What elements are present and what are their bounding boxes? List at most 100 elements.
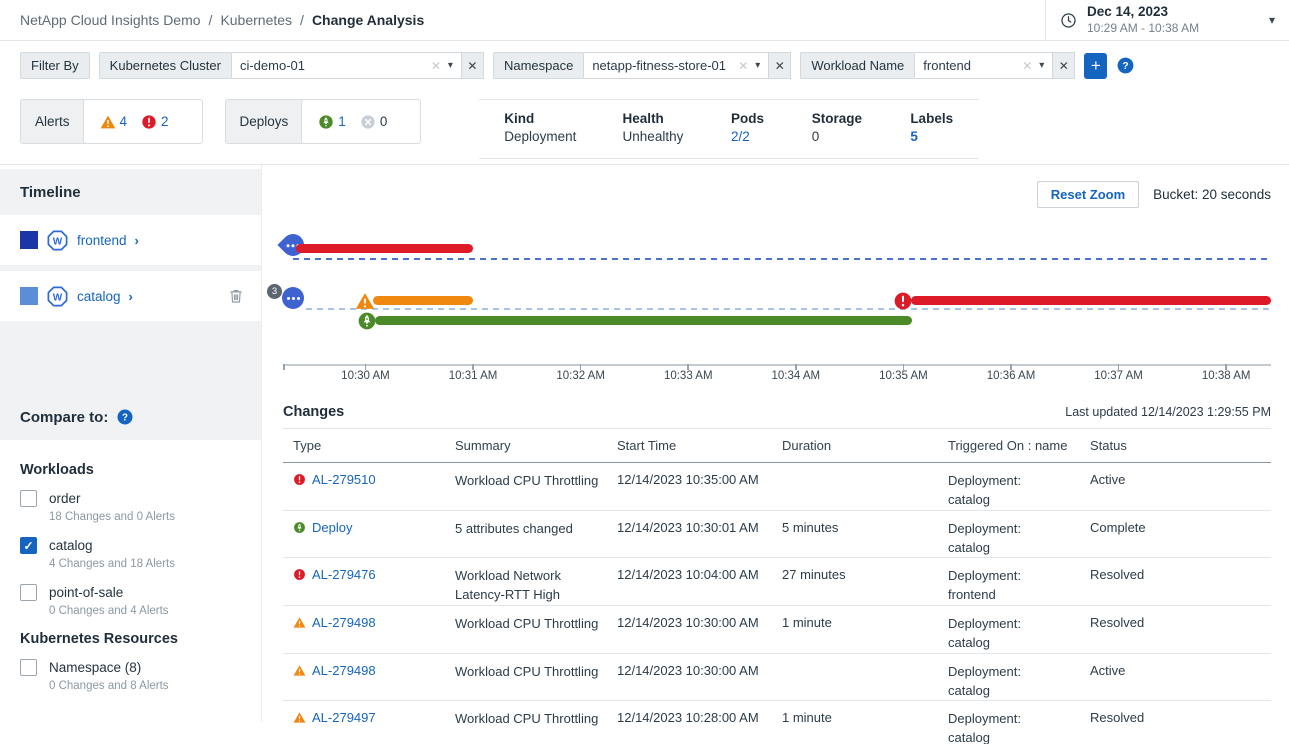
checkbox[interactable] [20, 584, 37, 601]
axis-tick-label: 10:31 AM [448, 370, 498, 382]
timeline-event-bar-warning[interactable] [373, 296, 474, 305]
column-status[interactable]: Status [1090, 438, 1127, 453]
remove-filter-button[interactable]: ✕ [1053, 52, 1076, 79]
help-icon[interactable]: ? [1116, 56, 1135, 75]
chevron-down-icon[interactable]: ▾ [755, 60, 761, 71]
compare-to-heading: Compare to: ? [0, 394, 261, 440]
filter-value-input[interactable]: ci-demo-01 ✕ ▾ [231, 52, 462, 79]
timeline-event-bar-critical[interactable] [295, 244, 474, 253]
change-link[interactable]: AL-279497 [312, 710, 376, 726]
add-filter-button[interactable]: + [1084, 52, 1108, 79]
column-duration[interactable]: Duration [782, 438, 832, 453]
collapsed-events-marker[interactable] [282, 287, 304, 309]
clear-value-icon[interactable]: ✕ [430, 58, 441, 73]
filter-chip: Workload Name frontend ✕ ▾ ✕ [800, 52, 1076, 79]
clear-value-icon[interactable]: ✕ [1022, 58, 1033, 73]
compare-item-label: catalog [49, 538, 93, 553]
change-type-cell: AL-279510 [293, 472, 455, 510]
checkbox[interactable] [20, 659, 37, 676]
timeline-event-bar-deploy[interactable] [375, 316, 913, 325]
rocket-icon [318, 114, 333, 129]
help-icon[interactable]: ? [116, 408, 134, 426]
axis-tick-label: 10:32 AM [556, 370, 605, 382]
chevron-right-icon[interactable]: › [128, 288, 133, 304]
column-triggered-on[interactable]: Triggered On : name [948, 438, 1068, 453]
series-color-swatch [20, 287, 38, 305]
breadcrumb-item-demo[interactable]: NetApp Cloud Insights Demo [20, 12, 201, 28]
chevron-right-icon[interactable]: › [134, 232, 139, 248]
date-range-picker[interactable]: Dec 14, 2023 10:29 AM - 10:38 AM ▾ [1045, 0, 1289, 40]
warning-alert-count[interactable]: 4 [100, 114, 127, 129]
filter-value-input[interactable]: netapp-fitness-store-01 ✕ ▾ [584, 52, 770, 79]
filter-chip: Kubernetes Cluster ci-demo-01 ✕ ▾ ✕ [98, 52, 484, 79]
detail-value[interactable]: 2/2 [730, 129, 750, 145]
compare-item-label: point-of-sale [49, 585, 124, 600]
change-start-time: 12/14/2023 10:30:00 AM [617, 615, 759, 631]
filter-name-label: Namespace [492, 52, 585, 79]
main-panel: Reset Zoom Bucket: 20 seconds 10:30 AM 10… [262, 165, 1289, 744]
change-triggered-on: Deployment: catalog [948, 663, 1021, 698]
chevron-down-icon[interactable]: ▾ [1039, 60, 1045, 71]
timeline-dash-line [306, 308, 1271, 310]
rocket-icon[interactable] [357, 311, 377, 331]
deploy-success-count[interactable]: 1 [318, 114, 346, 129]
checkbox[interactable]: ✓ [20, 537, 37, 554]
compare-group-heading: Workloads [20, 462, 94, 478]
column-start-time[interactable]: Start Time [617, 438, 677, 453]
change-link[interactable]: AL-279510 [312, 472, 376, 487]
clear-value-icon[interactable]: ✕ [738, 58, 749, 73]
column-summary[interactable]: Summary [455, 438, 511, 453]
remove-filter-button[interactable]: ✕ [769, 52, 792, 79]
change-link[interactable]: Deploy [312, 519, 353, 535]
filter-value-text: netapp-fitness-store-01 [592, 58, 727, 73]
column-type[interactable]: Type [293, 438, 322, 453]
compare-item-row: order [20, 490, 241, 507]
summary-row: Alerts 4 2 Deploys 1 [0, 89, 1289, 164]
deploy-none-count: 0 [360, 114, 387, 129]
change-status: Resolved [1090, 615, 1145, 631]
workload-link[interactable]: catalog [77, 288, 121, 304]
detail-label: Kind [504, 111, 535, 126]
error-icon [141, 114, 156, 129]
change-summary: Workload Network Latency-RTT High [455, 568, 561, 603]
change-duration: 27 minutes [782, 567, 846, 583]
change-link[interactable]: AL-279498 [312, 662, 376, 678]
change-summary: Workload CPU Throttling [455, 616, 599, 632]
reset-zoom-button[interactable]: Reset Zoom [1036, 181, 1140, 208]
bucket-label: Bucket: 20 seconds [1153, 187, 1271, 202]
timeline-event-bar-critical[interactable] [911, 296, 1271, 305]
detail-label: Health [622, 111, 664, 126]
axis-tick-label: 10:33 AM [663, 370, 713, 382]
workload-link[interactable]: frontend [77, 232, 127, 248]
filter-name-label: Kubernetes Cluster [98, 52, 232, 79]
change-summary: Workload CPU Throttling [455, 663, 599, 679]
axis-tick-label: 10:36 AM [986, 370, 1036, 382]
critical-alert-count[interactable]: 2 [141, 114, 169, 129]
detail-item: Pods 2/2 [731, 110, 812, 146]
axis-tick [283, 364, 285, 370]
axis-tick-label: 10:37 AM [1094, 370, 1143, 382]
clock-icon [1060, 12, 1077, 29]
change-link[interactable]: AL-279498 [312, 615, 376, 631]
alerts-card: Alerts 4 2 [20, 99, 203, 144]
marker-count-badge: 3 [267, 284, 282, 299]
chevron-down-icon[interactable]: ▾ [1268, 13, 1275, 27]
compare-item-label: Namespace (8) [49, 660, 142, 675]
detail-value: Unhealthy [622, 129, 684, 145]
checkbox[interactable] [20, 490, 37, 507]
detail-value[interactable]: 5 [910, 129, 918, 145]
filter-value-input[interactable]: frontend ✕ ▾ [915, 52, 1054, 79]
axis-tick [1010, 364, 1012, 370]
warning-icon[interactable] [355, 291, 375, 311]
change-link[interactable]: AL-279476 [312, 567, 376, 583]
critical-icon[interactable] [893, 291, 913, 311]
breadcrumb-item-kubernetes[interactable]: Kubernetes [220, 12, 293, 28]
table-row: AL-279498 Workload CPU Throttling 12/14/20… [283, 654, 1271, 702]
remove-filter-button[interactable]: ✕ [461, 52, 484, 79]
deploys-label: Deploys [239, 114, 289, 129]
chevron-down-icon[interactable]: ▾ [447, 60, 453, 71]
change-triggered-on: Deployment: frontend [948, 568, 1021, 603]
trash-icon[interactable] [227, 287, 245, 305]
time-axis [283, 364, 1271, 366]
axis-tick-label: 10:34 AM [771, 370, 821, 382]
